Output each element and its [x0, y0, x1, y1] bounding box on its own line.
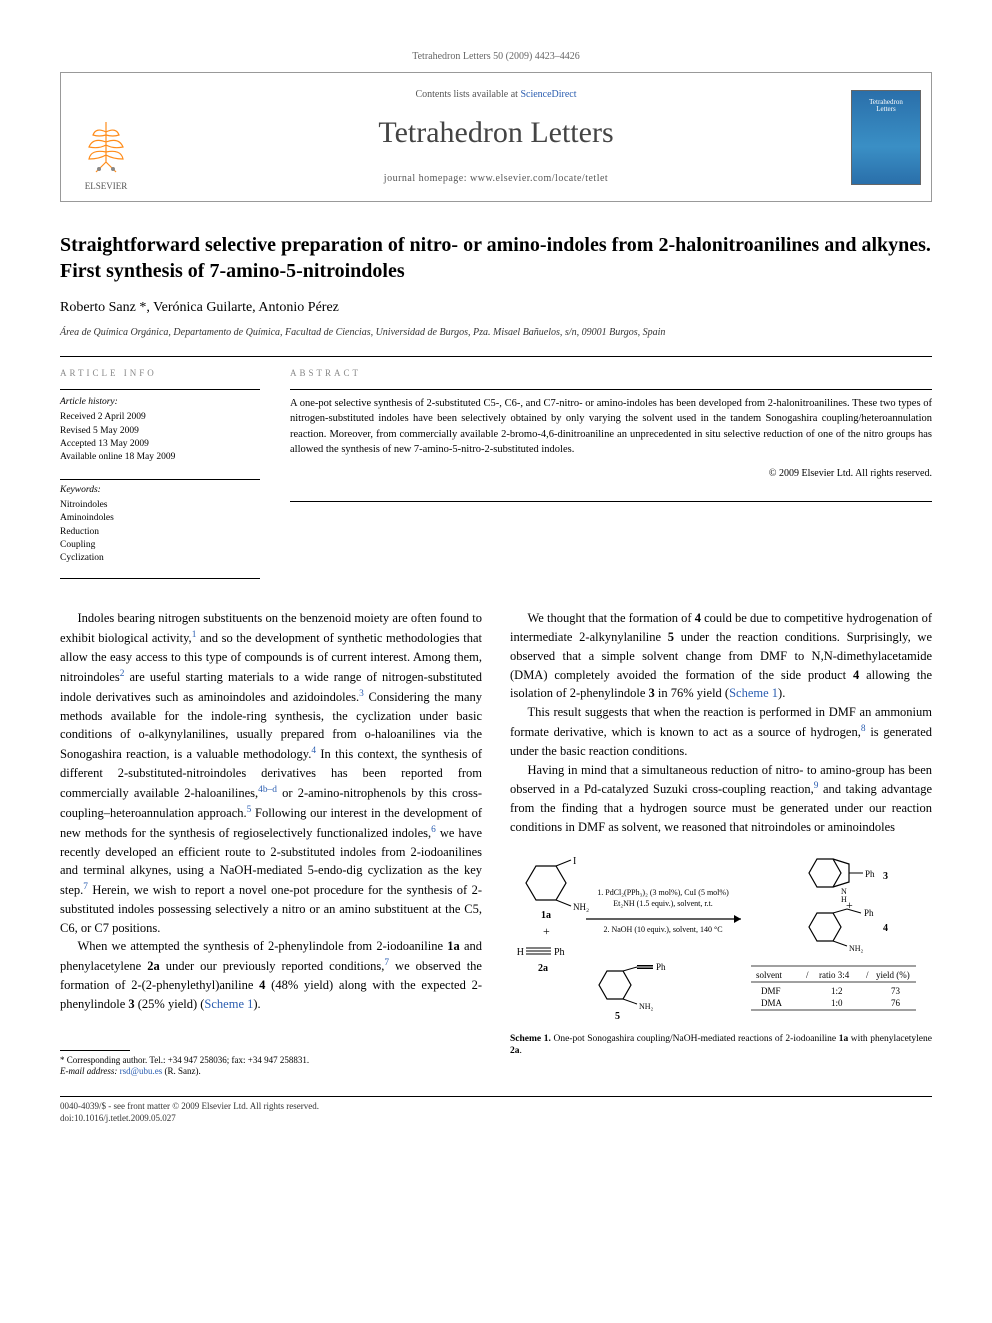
article-info-label: ARTICLE INFO — [60, 367, 260, 380]
history-accepted: Accepted 13 May 2009 — [60, 438, 260, 451]
svg-text:/: / — [806, 970, 809, 980]
scheme-1-caption: Scheme 1. One-pot Sonogashira coupling/N… — [510, 1033, 932, 1058]
contents-text: Contents lists available at — [415, 89, 520, 100]
svg-text:DMF: DMF — [761, 986, 781, 996]
cover-title-2: Letters — [876, 106, 895, 114]
email-link[interactable]: rsd@ubu.es — [120, 1066, 163, 1076]
body-paragraph-2: When we attempted the synthesis of 2-phe… — [60, 937, 482, 1013]
body-paragraph-r2: This result suggests that when the react… — [510, 703, 932, 760]
scheme-1-link-r[interactable]: Scheme 1 — [729, 686, 778, 700]
abstract-label: ABSTRACT — [290, 367, 932, 380]
elsevier-logo-icon — [81, 117, 131, 177]
svg-text:1a: 1a — [541, 910, 551, 921]
page-container: Tetrahedron Letters 50 (2009) 4423–4426 … — [0, 0, 992, 1174]
doi-line: doi:10.1016/j.tetlet.2009.05.027 — [60, 1113, 932, 1125]
svg-text:2a: 2a — [538, 963, 548, 974]
svg-text:76: 76 — [891, 998, 901, 1008]
header-right: Tetrahedron Letters — [841, 73, 931, 201]
body-paragraph-r3: Having in mind that a simultaneous reduc… — [510, 761, 932, 837]
email-name: (R. Sanz). — [162, 1066, 201, 1076]
ref-4bd[interactable]: 4b–d — [258, 785, 277, 795]
author-list: Roberto Sanz *, Verónica Guilarte, Anton… — [60, 298, 932, 318]
compound-2a: 2a — [147, 959, 160, 973]
history-label: Article history: — [60, 396, 260, 409]
email-label: E-mail address: — [60, 1066, 120, 1076]
svg-text:ratio 3:4: ratio 3:4 — [819, 970, 850, 980]
copyright-line: © 2009 Elsevier Ltd. All rights reserved… — [290, 467, 932, 481]
publisher-name: ELSEVIER — [85, 180, 128, 193]
bottom-divider — [60, 1096, 932, 1097]
front-matter-line: 0040-4039/$ - see front matter © 2009 El… — [60, 1101, 932, 1113]
journal-title: Tetrahedron Letters — [151, 112, 841, 154]
article-title: Straightforward selective preparation of… — [60, 232, 932, 284]
svg-text:DMA: DMA — [761, 998, 783, 1008]
svg-text:1:0: 1:0 — [831, 998, 843, 1008]
history-online: Available online 18 May 2009 — [60, 451, 260, 464]
abstract-block: ABSTRACT A one-pot selective synthesis o… — [290, 367, 932, 566]
compound-1a: 1a — [447, 939, 460, 953]
svg-text:Ph: Ph — [865, 869, 875, 879]
history-received: Received 2 April 2009 — [60, 411, 260, 424]
svg-text:NH₂: NH₂ — [573, 902, 589, 912]
scheme-1-link[interactable]: Scheme 1 — [204, 997, 253, 1011]
contents-line: Contents lists available at ScienceDirec… — [151, 88, 841, 102]
svg-text:NH₂: NH₂ — [639, 1002, 654, 1011]
publisher-block: ELSEVIER — [61, 73, 151, 201]
keyword-4: Coupling — [60, 539, 260, 552]
svg-text:Ph: Ph — [554, 947, 565, 958]
body-columns: Indoles bearing nitrogen substituents on… — [60, 609, 932, 1078]
divider-ai-bottom — [60, 578, 260, 579]
body-paragraph-1: Indoles bearing nitrogen substituents on… — [60, 609, 482, 937]
keywords-block: Keywords: Nitroindoles Aminoindoles Redu… — [60, 479, 260, 566]
svg-text:1. PdCl₂(PPh₃)₂ (3 mol%), CuI: 1. PdCl₂(PPh₃)₂ (3 mol%), CuI (5 mol%) — [597, 888, 729, 897]
keyword-5: Cyclization — [60, 552, 260, 565]
svg-text:3: 3 — [883, 871, 888, 882]
svg-text:Et₂NH (1.5 equiv.), solvent, r: Et₂NH (1.5 equiv.), solvent, r.t. — [613, 899, 713, 908]
meta-section: ARTICLE INFO Article history: Received 2… — [60, 357, 932, 580]
homepage-line: journal homepage: www.elsevier.com/locat… — [151, 172, 841, 186]
svg-text:NH₂: NH₂ — [849, 944, 864, 953]
history-revised: Revised 5 May 2009 — [60, 425, 260, 438]
scheme-caption-label: Scheme 1. — [510, 1034, 551, 1044]
footnote-divider — [60, 1050, 130, 1051]
svg-text:Ph: Ph — [864, 908, 874, 918]
journal-reference: Tetrahedron Letters 50 (2009) 4423–4426 — [60, 50, 932, 64]
svg-text:Ph: Ph — [656, 962, 666, 972]
keyword-1: Nitroindoles — [60, 499, 260, 512]
body-paragraph-r1: We thought that the formation of 4 could… — [510, 609, 932, 703]
scheme-1-figure: I NH₂ 1a + Ph H 2a — [510, 851, 932, 1057]
right-column: We thought that the formation of 4 could… — [510, 609, 932, 1078]
svg-text:+: + — [543, 924, 550, 938]
journal-header-box: ELSEVIER Contents lists available at Sci… — [60, 72, 932, 202]
article-info-block: ARTICLE INFO Article history: Received 2… — [60, 367, 260, 566]
left-column: Indoles bearing nitrogen substituents on… — [60, 609, 482, 1078]
scheme-1-svg: I NH₂ 1a + Ph H 2a — [510, 851, 932, 1021]
journal-cover-thumbnail: Tetrahedron Letters — [851, 90, 921, 185]
corresponding-author-footnote: * Corresponding author. Tel.: +34 947 25… — [60, 1055, 482, 1067]
svg-text:73: 73 — [891, 986, 901, 996]
header-center: Contents lists available at ScienceDirec… — [151, 73, 841, 201]
keyword-2: Aminoindoles — [60, 512, 260, 525]
keyword-3: Reduction — [60, 526, 260, 539]
affiliation: Área de Química Orgánica, Departamento d… — [60, 326, 932, 340]
svg-text:/: / — [866, 970, 869, 980]
svg-text:I: I — [573, 856, 576, 867]
svg-text:H: H — [517, 947, 524, 958]
svg-text:1:2: 1:2 — [831, 986, 843, 996]
sciencedirect-link[interactable]: ScienceDirect — [520, 89, 576, 100]
svg-text:solvent: solvent — [756, 970, 782, 980]
keywords-label: Keywords: — [60, 484, 260, 497]
svg-text:yield (%): yield (%) — [876, 970, 910, 980]
abstract-text: A one-pot selective synthesis of 2-subst… — [290, 396, 932, 457]
svg-text:5: 5 — [615, 1011, 620, 1021]
svg-text:4: 4 — [883, 923, 888, 934]
divider-abs-bottom — [290, 501, 932, 502]
svg-text:2. NaOH (10 equiv.), solvent,: 2. NaOH (10 equiv.), solvent, 140 °C — [603, 925, 722, 934]
email-footnote: E-mail address: rsd@ubu.es (R. Sanz). — [60, 1066, 482, 1078]
